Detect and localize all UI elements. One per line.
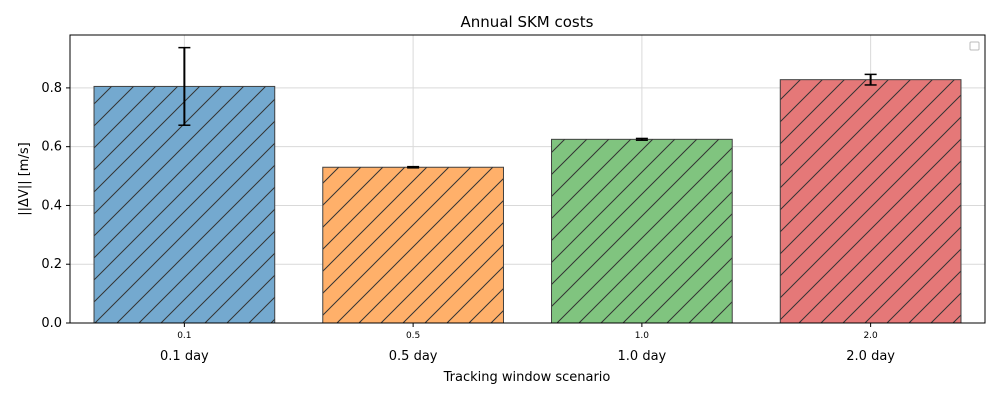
bar-hatch-0.5: [322, 166, 504, 324]
x-tick-label: 1.0: [635, 331, 650, 341]
x-tick-label: 2.0: [863, 331, 878, 341]
bar-hatch-2.0: [779, 79, 962, 324]
x-group-label: 0.5 day: [389, 349, 438, 364]
chart-title: Annual SKM costs: [461, 13, 594, 31]
x-group-label: 2.0 day: [846, 349, 895, 364]
y-tick-label: 0.6: [41, 140, 62, 155]
y-tick-label: 0.4: [41, 198, 62, 213]
x-group-label: 0.1 day: [160, 349, 209, 364]
x-tick-label: 0.5: [406, 331, 420, 341]
x-axis: 0.1 0.1 day 0.5 0.5 day 1.0 1.0 day 2.0 2.0 day: [160, 323, 895, 364]
y-axis: 0.0 0.2 0.4 0.6 0.8: [41, 81, 70, 331]
error-bars: [178, 46, 877, 169]
y-tick-label: 0.2: [41, 257, 62, 272]
y-tick-label: 0.8: [41, 81, 62, 96]
plot-frame: [69, 34, 986, 324]
legend-box: [969, 41, 980, 51]
bars: [93, 79, 962, 324]
x-tick-label: 0.1: [177, 331, 191, 341]
x-group-label: 1.0 day: [618, 349, 667, 364]
y-axis-label: ||ΔV|| [m/s]: [17, 142, 32, 215]
y-tick-label: 0.0: [41, 316, 62, 331]
x-axis-label: Tracking window scenario: [443, 370, 611, 385]
bar-hatch-1.0: [551, 138, 733, 324]
